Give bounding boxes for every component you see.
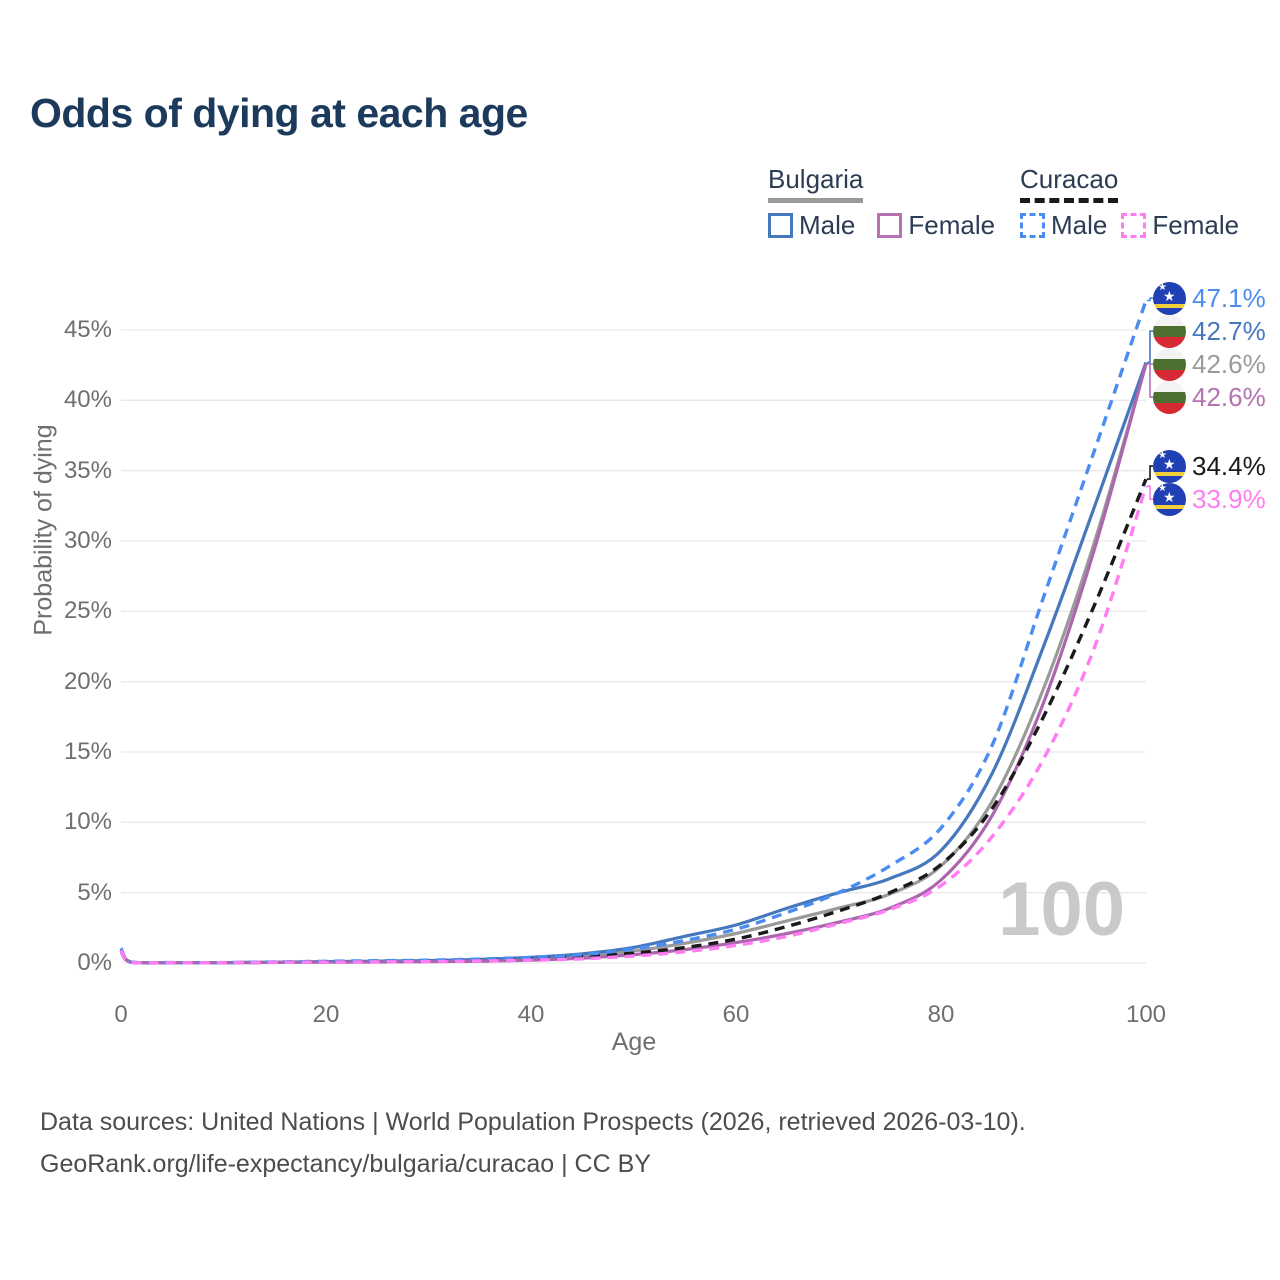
legend-swatch-icon xyxy=(1020,213,1045,238)
series-line-bulgaria-female xyxy=(119,363,1148,965)
x-axis-tick-label: 60 xyxy=(722,1001,750,1028)
end-label-leader xyxy=(1147,465,1153,480)
end-label-value: 42.6% xyxy=(1192,381,1266,412)
page-title: Odds of dying at each age xyxy=(30,90,528,136)
curacao-flag-icon: ★ ★ xyxy=(1153,482,1186,516)
legend-item-label: Male xyxy=(799,210,856,240)
y-axis-tick-label: 45% xyxy=(63,316,112,343)
end-label-curacao-female: ★ ★ 33.9% xyxy=(1153,482,1266,516)
legend-item-label: Male xyxy=(1051,210,1108,240)
legend-country-bulgaria[interactable]: Bulgaria xyxy=(768,164,864,203)
footer-attribution: GeoRank.org/life-expectancy/bulgaria/cur… xyxy=(40,1150,651,1178)
legend: Bulgaria Male Female Curacao Male Female xyxy=(768,164,1268,240)
bulgaria-flag-icon xyxy=(1153,347,1186,381)
series-line-bulgaria-both-sexes xyxy=(119,363,1148,965)
y-axis-tick-label: 40% xyxy=(63,386,112,414)
end-label-value: 42.7% xyxy=(1192,315,1266,346)
y-axis-tick-label: 20% xyxy=(63,667,112,695)
star-icon: ★ xyxy=(1158,482,1167,494)
series-line-curacao-female xyxy=(119,485,1148,965)
bulgaria-flag-icon xyxy=(1153,314,1186,348)
legend-item-label: Female xyxy=(1152,210,1240,240)
footer: Data sources: United Nations | World Pop… xyxy=(40,1108,1026,1192)
end-label-leader xyxy=(1147,363,1153,398)
legend-swatch-icon xyxy=(877,213,903,238)
y-axis-tick-label: 35% xyxy=(63,456,112,484)
x-axis-tick-label: 20 xyxy=(312,1001,340,1028)
curacao-flag-icon: ★ ★ xyxy=(1153,281,1186,315)
x-axis-tick-label: 0 xyxy=(114,1001,128,1028)
legend-group-curacao: Curacao Male Female xyxy=(1020,164,1239,241)
y-axis-tick-label: 10% xyxy=(63,808,112,836)
y-axis-tick-label: 30% xyxy=(63,527,112,554)
end-label-curacao-male: ★ ★ 47.1% xyxy=(1153,281,1266,315)
y-axis-tick-label: 15% xyxy=(63,738,112,765)
legend-swatch-icon xyxy=(768,213,793,238)
x-axis-tick-label: 40 xyxy=(517,1001,545,1028)
age-watermark: 100 xyxy=(998,867,1125,952)
legend-group-bulgaria: Bulgaria Male Female xyxy=(768,164,995,241)
star-icon: ★ xyxy=(1163,455,1176,472)
y-axis-tick-label: 5% xyxy=(77,878,112,906)
end-label-value: 42.6% xyxy=(1192,348,1266,379)
footer-data-sources: Data sources: United Nations | World Pop… xyxy=(40,1108,1026,1136)
bulgaria-flag-icon xyxy=(1153,380,1186,414)
end-label-bulgaria-female: 42.6% xyxy=(1153,380,1266,414)
x-axis-title: Age xyxy=(611,1028,657,1056)
end-label-value: 34.4% xyxy=(1192,450,1266,481)
end-label-bulgaria-both-sexes: 42.6% xyxy=(1153,347,1266,381)
legend-country-curacao[interactable]: Curacao xyxy=(1020,164,1119,203)
y-axis-title: Probability of dying xyxy=(29,424,58,636)
y-axis-tick-label: 0% xyxy=(77,949,112,976)
x-axis-tick-label: 80 xyxy=(927,1001,955,1028)
end-label-bulgaria-male: 42.7% xyxy=(1153,314,1266,348)
legend-item-curacao-female[interactable]: Female xyxy=(1121,210,1239,241)
star-icon: ★ xyxy=(1158,449,1167,461)
end-label-curacao-both-sexes: ★ ★ 34.4% xyxy=(1153,449,1266,483)
end-label-leader xyxy=(1147,297,1153,302)
end-label-leader xyxy=(1147,330,1153,364)
series-line-bulgaria-male xyxy=(119,361,1148,965)
end-label-leader xyxy=(1147,485,1153,500)
series-line-curacao-both-sexes xyxy=(119,478,1148,965)
legend-item-bulgaria-female[interactable]: Female xyxy=(877,210,995,241)
x-axis-tick-label: 100 xyxy=(1125,1001,1167,1028)
star-icon: ★ xyxy=(1158,281,1167,293)
legend-item-label: Female xyxy=(908,210,996,240)
star-icon: ★ xyxy=(1163,287,1176,304)
legend-item-curacao-male[interactable]: Male xyxy=(1020,210,1107,241)
curacao-flag-icon: ★ ★ xyxy=(1153,449,1186,483)
end-label-value: 33.9% xyxy=(1192,483,1266,514)
star-icon: ★ xyxy=(1163,488,1176,505)
legend-item-bulgaria-male[interactable]: Male xyxy=(768,210,855,241)
legend-swatch-icon xyxy=(1121,213,1147,238)
legend-items: Male Female xyxy=(768,210,995,241)
legend-items: Male Female xyxy=(1020,210,1239,241)
end-label-value: 47.1% xyxy=(1192,282,1266,313)
y-axis-tick-label: 25% xyxy=(63,597,112,625)
